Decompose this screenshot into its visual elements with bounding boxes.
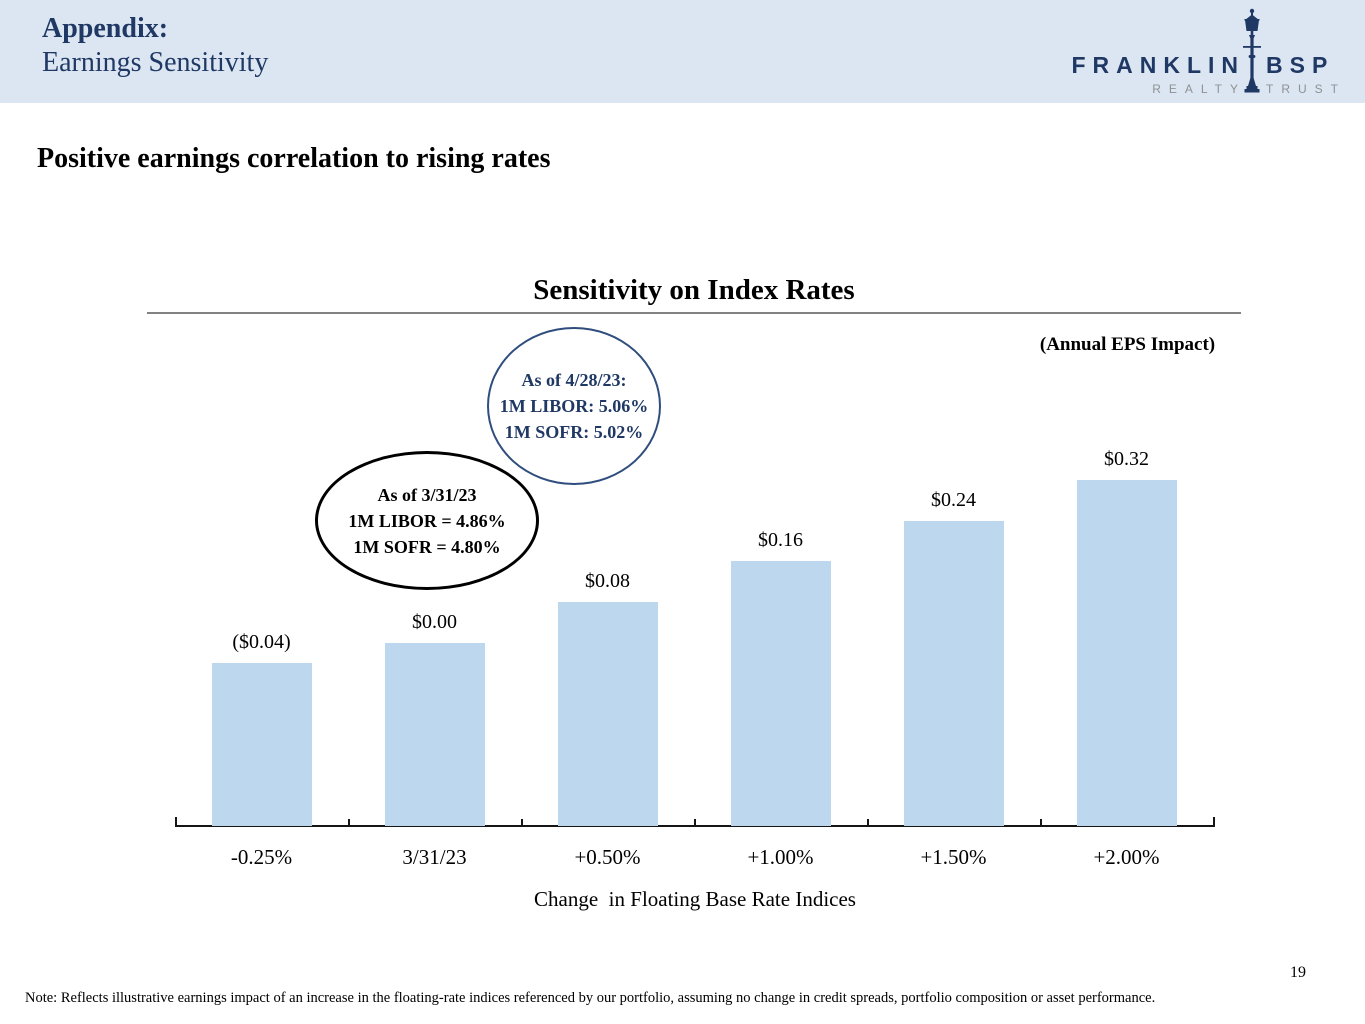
lamppost-icon: [1243, 8, 1261, 93]
axis-tick: [521, 819, 523, 827]
bar: [730, 561, 831, 826]
logo-word-bsp: BSP: [1266, 52, 1335, 78]
annotation-prior-line3: 1M SOFR = 4.80%: [353, 536, 501, 557]
chart-title: Sensitivity on Index Rates: [533, 274, 855, 306]
bar: [903, 521, 1004, 826]
axis-tick: [1040, 819, 1042, 827]
bar-value-label: $0.24: [931, 489, 976, 511]
logo-word-trust: TRUST: [1266, 82, 1346, 96]
axis-tick: [867, 819, 869, 827]
annotation-prior-line1: As of 3/31/23: [377, 484, 477, 505]
x-tick-label: +2.00%: [1093, 845, 1160, 869]
annotation-prior-text: As of 3/31/23 1M LIBOR = 4.86% 1M SOFR =…: [348, 482, 505, 560]
axis-tick: [348, 819, 350, 827]
x-tick-label: +1.50%: [920, 845, 987, 869]
bar-value-label: $0.00: [412, 611, 457, 633]
axis-tick: [175, 817, 177, 827]
page-number: 19: [1290, 964, 1306, 981]
page-heading: Positive earnings correlation to rising …: [37, 143, 551, 174]
x-tick-label: -0.25%: [230, 845, 293, 869]
logo-word-realty: REALTY: [1152, 82, 1246, 96]
bar: [557, 602, 658, 826]
slide-title-line2: Earnings Sensitivity: [42, 47, 269, 78]
x-tick-label: 3/31/23: [402, 845, 467, 869]
bar-value-label: $0.16: [758, 529, 803, 551]
x-tick-label: +0.50%: [574, 845, 641, 869]
logo-right-column: BSP TRUST: [1266, 52, 1346, 96]
x-tick-label: +1.00%: [747, 845, 814, 869]
bar-value-label: $0.32: [1104, 448, 1149, 470]
annotation-bubble-current-rates: As of 4/28/23: 1M LIBOR: 5.06% 1M SOFR: …: [487, 327, 661, 485]
logo-left-column: FRANKLIN REALTY: [1071, 52, 1238, 96]
annotation-current-line3: 1M SOFR: 5.02%: [504, 422, 644, 442]
x-axis-title: Change in Floating Base Rate Indices: [534, 887, 856, 911]
annotation-prior-line2: 1M LIBOR = 4.86%: [348, 510, 506, 531]
annotation-bubble-prior-rates: As of 3/31/23 1M LIBOR = 4.86% 1M SOFR =…: [315, 451, 539, 590]
bar-value-label: $0.08: [585, 570, 630, 592]
chart-title-rule: [147, 312, 1241, 314]
annotation-current-line1: As of 4/28/23:: [521, 370, 627, 390]
slide-title: Appendix: Earnings Sensitivity: [42, 12, 268, 80]
company-logo: FRANKLIN REALTY: [1071, 8, 1346, 96]
bar: [1076, 480, 1177, 826]
annotation-current-line2: 1M LIBOR: 5.06%: [499, 396, 649, 416]
slide-title-line1: Appendix:: [42, 13, 169, 44]
bar-value-label: ($0.04): [232, 631, 291, 653]
annotation-current-text: As of 4/28/23: 1M LIBOR: 5.06% 1M SOFR: …: [500, 367, 649, 445]
bar: [211, 663, 312, 826]
axis-tick: [694, 819, 696, 827]
chart-units-label: (Annual EPS Impact): [1039, 334, 1216, 355]
logo-word-franklin: FRANKLIN: [1071, 52, 1245, 78]
bar: [384, 643, 485, 826]
axis-tick: [1213, 817, 1215, 827]
footnote: Note: Reflects illustrative earnings imp…: [25, 990, 1156, 1006]
header-band: Appendix: Earnings Sensitivity FRANKLIN …: [0, 0, 1365, 103]
bar-chart-plot-area: ($0.04) $0.00 $0.08 $0.16 $0.24 $0.32: [175, 0, 1215, 826]
